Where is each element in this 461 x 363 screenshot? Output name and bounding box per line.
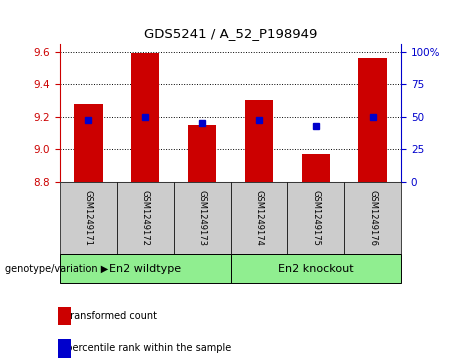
Text: transformed count: transformed count bbox=[60, 311, 157, 321]
Text: GSM1249172: GSM1249172 bbox=[141, 190, 150, 246]
Bar bbox=[245, 100, 273, 182]
Text: GSM1249174: GSM1249174 bbox=[254, 190, 263, 246]
FancyBboxPatch shape bbox=[287, 182, 344, 254]
FancyBboxPatch shape bbox=[174, 182, 230, 254]
Text: percentile rank within the sample: percentile rank within the sample bbox=[60, 343, 231, 354]
Title: GDS5241 / A_52_P198949: GDS5241 / A_52_P198949 bbox=[144, 26, 317, 40]
FancyBboxPatch shape bbox=[117, 182, 174, 254]
Text: En2 knockout: En2 knockout bbox=[278, 264, 354, 274]
Bar bbox=[131, 53, 160, 181]
FancyBboxPatch shape bbox=[60, 254, 230, 283]
Text: GSM1249173: GSM1249173 bbox=[198, 190, 207, 246]
Text: GSM1249171: GSM1249171 bbox=[84, 190, 93, 246]
FancyBboxPatch shape bbox=[230, 182, 287, 254]
Bar bbox=[358, 58, 387, 182]
Text: genotype/variation ▶: genotype/variation ▶ bbox=[5, 264, 108, 274]
Bar bbox=[301, 154, 330, 182]
FancyBboxPatch shape bbox=[60, 182, 117, 254]
Bar bbox=[188, 125, 216, 182]
FancyBboxPatch shape bbox=[344, 182, 401, 254]
FancyBboxPatch shape bbox=[230, 254, 401, 283]
Text: En2 wildtype: En2 wildtype bbox=[109, 264, 181, 274]
Text: GSM1249176: GSM1249176 bbox=[368, 190, 377, 246]
Text: GSM1249175: GSM1249175 bbox=[311, 190, 320, 246]
Bar bbox=[74, 103, 102, 182]
